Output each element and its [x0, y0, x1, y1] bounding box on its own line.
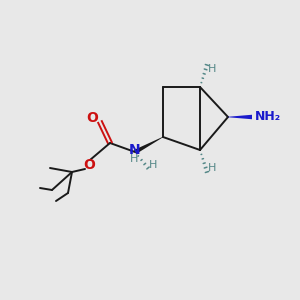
Text: H: H: [149, 160, 158, 170]
Polygon shape: [228, 115, 252, 119]
Text: N: N: [129, 143, 141, 157]
Text: H: H: [130, 154, 138, 164]
Text: H: H: [208, 163, 216, 173]
Polygon shape: [134, 137, 163, 154]
Text: NH₂: NH₂: [255, 110, 281, 124]
Text: O: O: [83, 158, 95, 172]
Text: O: O: [86, 111, 98, 125]
Text: H: H: [208, 64, 216, 74]
